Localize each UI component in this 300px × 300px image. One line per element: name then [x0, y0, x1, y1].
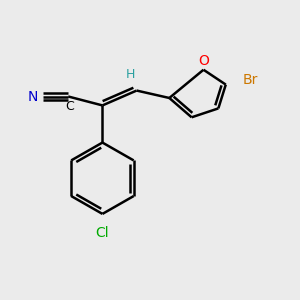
- Text: H: H: [126, 68, 135, 81]
- Text: Cl: Cl: [96, 226, 109, 240]
- Text: Br: Br: [242, 73, 257, 87]
- Text: C: C: [65, 100, 74, 113]
- Text: N: N: [27, 89, 38, 103]
- Text: O: O: [198, 54, 209, 68]
